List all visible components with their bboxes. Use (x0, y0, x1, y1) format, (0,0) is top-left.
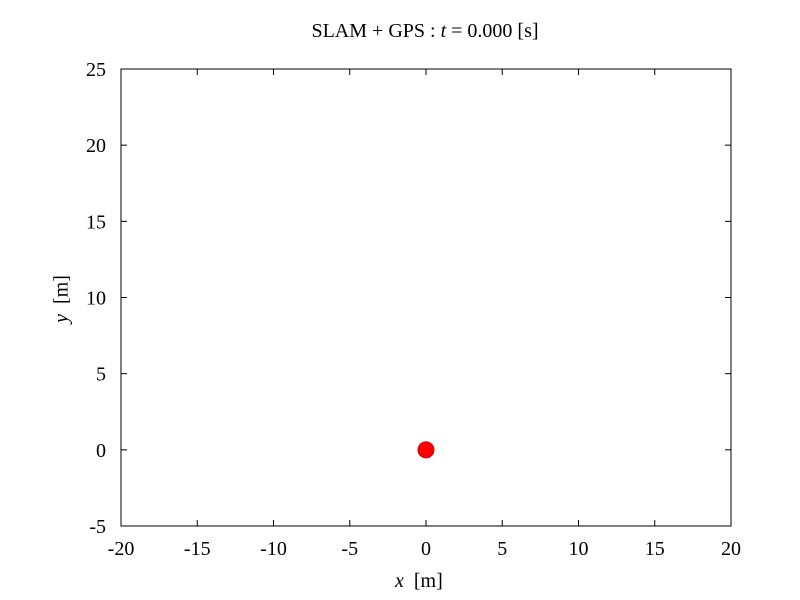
x-tick-label: 5 (497, 538, 507, 560)
x-tick-label: -10 (260, 538, 287, 560)
x-tick-labels: -20 -15 -10 -5 0 5 10 15 20 (108, 538, 741, 560)
y-tick-label: 5 (96, 364, 106, 386)
x-tick-label: 10 (569, 538, 589, 560)
y-tick-label: 20 (86, 135, 106, 157)
x-tick-label: 20 (721, 538, 741, 560)
ticks-group (120, 68, 732, 527)
x-tick-label: 15 (645, 538, 665, 560)
y-tick-label: 10 (86, 288, 106, 310)
y-tick-label: 15 (86, 211, 106, 233)
chart-title: SLAM + GPS : t = 0.000 [s] (311, 20, 539, 42)
y-tick-label: 25 (86, 59, 106, 81)
x-tick-label: -5 (341, 538, 358, 560)
y-tick-label: 0 (96, 440, 106, 462)
x-tick-label: -20 (108, 538, 135, 560)
x-tick-label: 0 (421, 538, 431, 560)
y-tick-labels: -5 0 5 10 15 20 25 (86, 59, 106, 538)
y-axis-label: y [m] (50, 275, 73, 323)
data-points (417, 441, 435, 459)
x-tick-label: -15 (184, 538, 211, 560)
y-tick-label: -5 (89, 516, 106, 538)
x-axis-label: x [m] (395, 570, 443, 592)
robot-position-marker (417, 441, 435, 459)
